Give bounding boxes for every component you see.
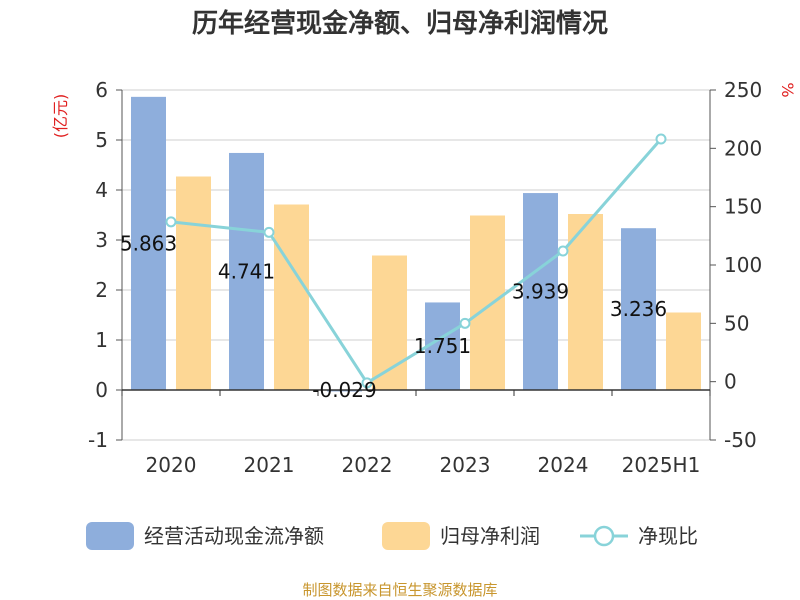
legend-swatch-net-profit [382,522,430,550]
x-tick-label: 2022 [342,453,393,477]
cashflow-bar [523,193,558,390]
cashflow-data-label: 3.236 [610,297,667,321]
right-tick-label: 250 [724,78,762,102]
right-tick-label: 100 [724,253,762,277]
ratio-point [557,245,569,257]
x-tick-label: 2024 [538,453,589,477]
x-tick-label: 2020 [146,453,197,477]
legend-swatch-cashflow [86,522,134,550]
right-tick-label: 50 [724,311,749,335]
right-tick-label: 200 [724,136,762,160]
ratio-line [165,133,667,389]
data-labels: 5.863 4.741 -0.029 1.751 3.939 3.236 [120,231,667,402]
right-tick-label: 150 [724,195,762,219]
ratio-point [361,377,373,389]
right-axis-unit: % [778,82,797,97]
ratio-line-path [170,138,663,385]
x-tick-label: 2023 [440,453,491,477]
left-tick-label: 5 [95,128,108,152]
x-tick-label: 2025H1 [622,453,701,477]
left-tick-label: -1 [88,428,108,452]
legend-label-cashflow: 经营活动现金流净额 [144,524,324,548]
cashflow-bar [229,152,264,390]
net-profit-bar [470,215,505,390]
legend-label-net-profit: 归母净利润 [440,524,540,548]
left-tick-label: 1 [95,328,108,352]
cashflow-data-label: 5.863 [120,231,177,255]
legend-marker-ratio [593,525,615,547]
net-profit-bar [666,312,701,390]
net-profit-bar [176,176,211,390]
cashflow-data-label: -0.029 [312,378,376,402]
net-profit-bar [274,204,309,390]
ratio-point [459,317,471,329]
left-tick-label: 6 [95,78,108,102]
cashflow-data-label: 1.751 [414,334,471,358]
bars [131,96,701,392]
left-tick-label: 4 [95,178,108,202]
cashflow-bar [131,96,166,390]
cashflow-bar [621,228,656,390]
left-tick-label: 3 [95,228,108,252]
axes [116,89,716,441]
x-tick-label: 2021 [244,453,295,477]
source-note: 制图数据来自恒生聚源数据库 [302,581,497,599]
chart-title: 历年经营现金净额、归母净利润情况 [192,8,608,39]
cashflow-bar [425,302,460,390]
left-axis-unit: (亿元) [51,94,70,139]
right-tick-label: -50 [724,428,757,452]
ratio-point [263,226,275,238]
legend-label-ratio: 净现比 [638,524,698,548]
ratio-point [165,216,177,228]
cashflow-data-label: 3.939 [512,280,569,304]
left-tick-label: 2 [95,278,108,302]
ratio-point [655,133,667,145]
cashflow-data-label: 4.741 [218,259,275,283]
left-tick-label: 0 [95,378,108,402]
tick-labels: 6 5 4 3 2 1 0 -1 250 200 150 100 50 0 -50 2020 2021 2022 2… [88,78,762,477]
net-profit-bar [568,214,603,390]
legend: 经营活动现金流净额 归母净利润 净现比 [86,522,698,550]
gridlines [122,89,710,441]
right-tick-label: 0 [724,370,737,394]
